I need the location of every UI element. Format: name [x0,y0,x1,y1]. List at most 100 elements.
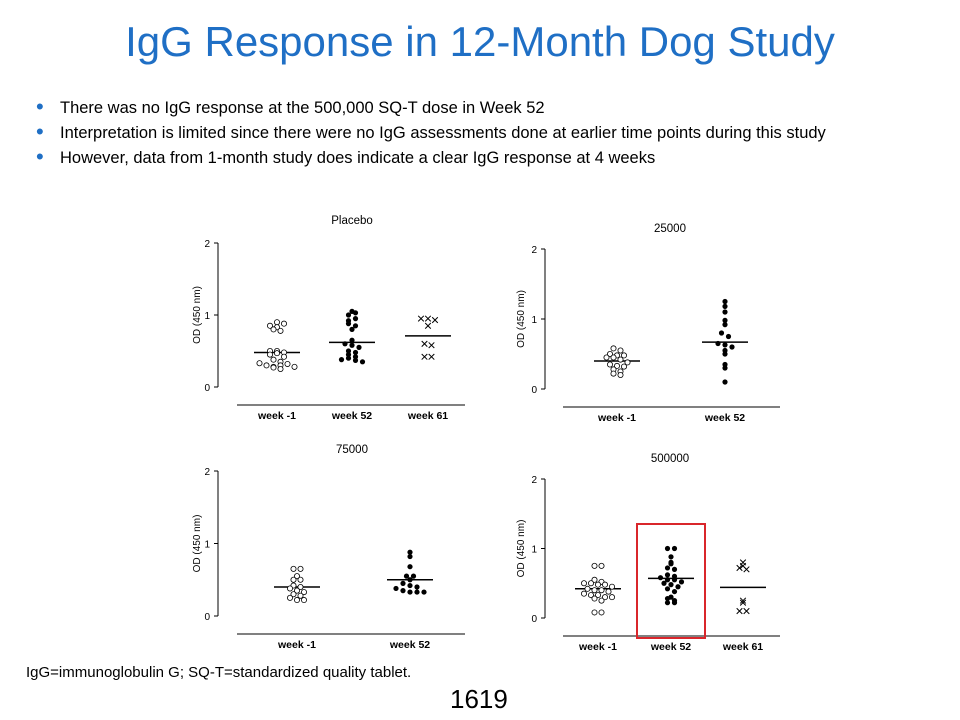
data-point [410,573,417,579]
data-point [668,554,674,560]
data-point [610,354,617,361]
x-tick-label: week 52 [389,639,430,651]
data-point [352,357,359,363]
data-point [284,360,291,367]
data-point [718,330,725,336]
chart-panel-2: 25000 0 1 2 OD (450 nm) week -1 week 52 [516,223,780,424]
data-point [293,597,300,604]
x-tick-label: week 61 [407,410,448,422]
data-point [297,576,304,583]
data-point [671,600,678,606]
data-point [722,351,728,357]
data-point [345,355,352,361]
bullet-text: Interpretation is limited since there we… [60,124,826,142]
bullet-list: • There was no IgG response at the 500,00… [34,96,914,171]
data-point [342,341,348,347]
data-point [407,589,413,595]
data-point [400,580,406,586]
data-point [286,585,293,592]
data-point [664,586,671,592]
data-point [668,582,674,588]
data-point [400,588,406,594]
data-point [743,607,750,615]
data-point [591,587,598,594]
y-tick-label: 0 [204,612,210,623]
y-tick-label: 2 [204,239,210,250]
data-point [407,564,413,570]
data-point [352,349,359,356]
data-point [671,577,678,583]
data-point [661,580,667,586]
data-point [736,564,743,572]
bullet-item: • There was no IgG response at the 500,00… [34,96,914,121]
data-point [610,345,617,352]
y-tick-label: 1 [204,540,210,551]
data-point [591,562,598,569]
data-point [617,356,624,363]
data-point [657,575,664,581]
y-axis-label: OD (450 nm) [192,515,203,573]
data-point [300,589,307,596]
footnote: IgG=immunoglobulin G; SQ-T=standardized … [26,664,412,681]
data-point [300,597,307,604]
data-point [293,573,300,580]
chart-panel-4: 500000 0 1 2 OD (450 nm) week -1 week 52 week 6… [516,453,780,653]
data-point [729,344,735,350]
data-point [352,323,359,329]
page-number: 1619 [450,684,508,714]
data-point [421,353,428,360]
data-point [678,579,685,585]
data-point [722,379,728,385]
x-tick-label: week 52 [331,410,372,422]
data-point [270,326,277,333]
data-point [290,565,297,572]
data-point [743,566,750,573]
data-point [722,317,728,323]
data-point [352,354,359,360]
data-point [352,310,359,316]
data-point [598,609,605,616]
y-axis-label: OD (450 nm) [516,290,527,348]
data-point [345,312,352,318]
x-tick-label: week 61 [722,641,763,653]
data-point [595,592,602,599]
data-point [407,549,413,555]
data-point [668,561,674,567]
data-point [273,319,280,326]
data-point [273,350,280,357]
data-point [290,576,297,583]
data-point [403,573,410,579]
x-tick-label: week -1 [597,412,636,424]
data-point [338,357,345,363]
data-point [725,333,732,340]
data-point [722,298,728,305]
data-point [407,577,413,583]
data-point [588,580,595,587]
data-point [266,351,273,358]
data-point [349,337,355,343]
data-point [286,594,293,601]
chart-title: 500000 [651,453,689,465]
y-axis-label: OD (450 nm) [192,286,203,344]
data-point [256,360,263,367]
data-point [581,580,588,587]
data-point [739,599,747,606]
data-point [675,584,681,590]
data-point [722,342,728,348]
data-point [431,316,439,324]
data-point [617,371,624,378]
data-point [407,553,413,560]
data-point [290,591,297,598]
data-point [584,585,591,592]
data-point [617,347,624,354]
data-point [621,352,628,359]
y-axis-label: OD (450 nm) [516,520,527,578]
data-point [602,594,609,601]
data-point [345,321,352,327]
data-point [421,589,427,595]
x-tick-label: week -1 [277,639,316,651]
data-point [609,594,616,601]
data-point [591,595,598,602]
data-point [598,587,605,594]
data-point [605,588,612,595]
